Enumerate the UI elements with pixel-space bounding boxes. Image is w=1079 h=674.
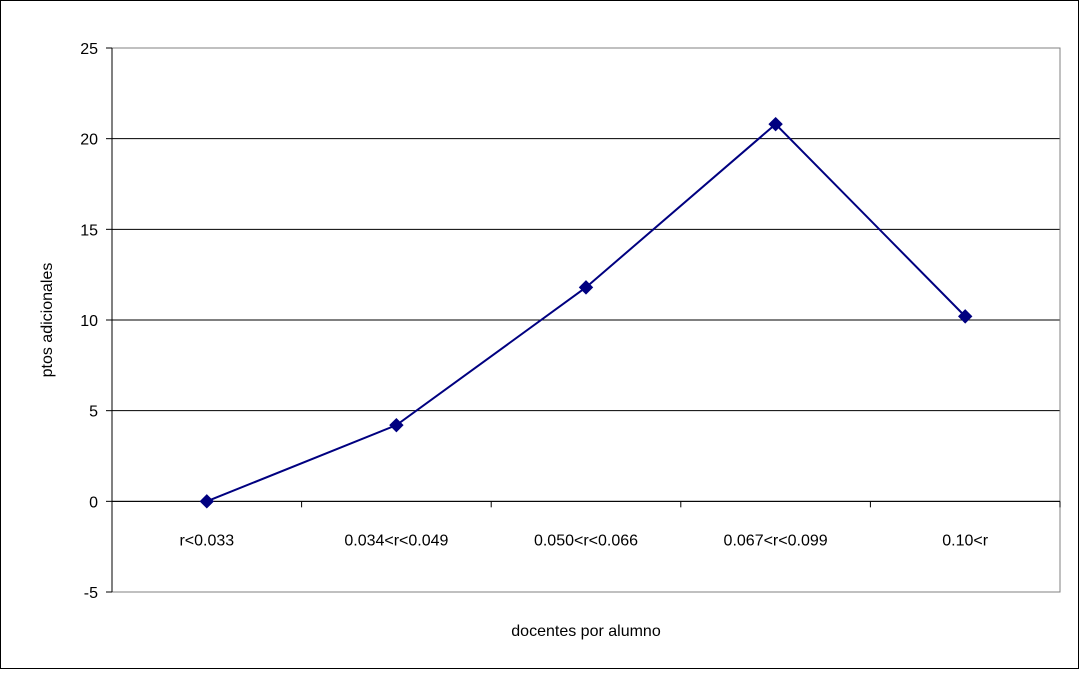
y-axis-title: ptos adicionales xyxy=(39,263,56,378)
x-tick-label: 0.067<r<0.099 xyxy=(724,532,828,549)
series-layer xyxy=(199,116,973,509)
x-tick-labels: r<0.033 0.034<r<0.049 0.050<r<0.066 0.067<r… xyxy=(179,532,988,549)
y-tick-label: 25 xyxy=(80,41,98,58)
x-tick-label: r<0.033 xyxy=(179,532,234,549)
y-tick-label: 0 xyxy=(89,494,98,511)
data-point xyxy=(578,280,594,295)
y-tick-label: -5 xyxy=(84,585,98,602)
data-point xyxy=(957,309,973,324)
data-point xyxy=(199,494,215,509)
y-tick-label: 20 xyxy=(80,132,98,149)
x-axis-title: docentes por alumno xyxy=(511,623,661,640)
y-tick-label: 10 xyxy=(80,313,98,330)
data-point xyxy=(389,417,404,433)
x-tick-label: 0.10<r xyxy=(942,532,988,549)
data-point xyxy=(768,116,783,132)
x-tick-label: 0.050<r<0.066 xyxy=(534,532,638,549)
y-tick-label: 15 xyxy=(80,222,98,239)
y-tick-label: 5 xyxy=(89,404,98,421)
y-tick-labels: -5 0 5 10 15 20 25 xyxy=(80,41,98,602)
axes xyxy=(106,47,1061,593)
x-tick-label: 0.034<r<0.049 xyxy=(344,532,448,549)
